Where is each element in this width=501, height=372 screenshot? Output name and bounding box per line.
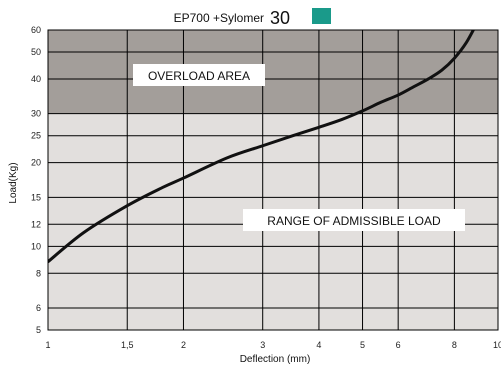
overload-region xyxy=(48,30,498,114)
overload-area-label: OVERLOAD AREA xyxy=(148,69,250,83)
load-deflection-curve xyxy=(48,30,476,264)
x-tick-label: 1,5 xyxy=(121,340,134,350)
admissible-range-label: RANGE OF ADMISSIBLE LOAD xyxy=(267,214,441,228)
y-tick-label: 60 xyxy=(31,25,41,35)
y-tick-label: 5 xyxy=(36,325,41,335)
y-tick-label: 50 xyxy=(31,47,41,57)
y-tick-label: 12 xyxy=(31,219,41,229)
y-axis-label: Load(Kg) xyxy=(8,162,19,203)
x-axis-label: Deflection (mm) xyxy=(240,354,311,365)
plot-frame xyxy=(47,29,499,331)
y-tick-label: 25 xyxy=(31,131,41,141)
y-tick-label: 40 xyxy=(31,74,41,84)
x-axis-ticks: 1 1,5 2 3 4 5 6 8 10 xyxy=(45,340,501,350)
chart-title-number: 30 xyxy=(270,8,290,28)
x-tick-label: 10 xyxy=(493,340,501,350)
y-tick-label: 10 xyxy=(31,241,41,251)
x-tick-label: 5 xyxy=(360,340,365,350)
y-tick-label: 20 xyxy=(31,158,41,168)
admissible-label-box xyxy=(243,209,465,231)
x-tick-label: 1 xyxy=(45,340,50,350)
chart-title: EP700 +Sylomer xyxy=(174,11,264,25)
y-tick-label: 8 xyxy=(36,268,41,278)
x-tick-label: 3 xyxy=(260,340,265,350)
y-tick-label: 15 xyxy=(31,192,41,202)
y-axis-ticks: 5 6 8 10 12 15 20 25 30 40 50 60 xyxy=(31,25,41,335)
x-tick-label: 2 xyxy=(181,340,186,350)
x-tick-label: 6 xyxy=(396,340,401,350)
y-tick-label: 6 xyxy=(36,303,41,313)
x-tick-label: 4 xyxy=(316,340,321,350)
title-color-badge xyxy=(312,8,331,24)
overload-label-box xyxy=(133,64,265,86)
y-tick-label: 30 xyxy=(31,109,41,119)
x-tick-label: 8 xyxy=(452,340,457,350)
